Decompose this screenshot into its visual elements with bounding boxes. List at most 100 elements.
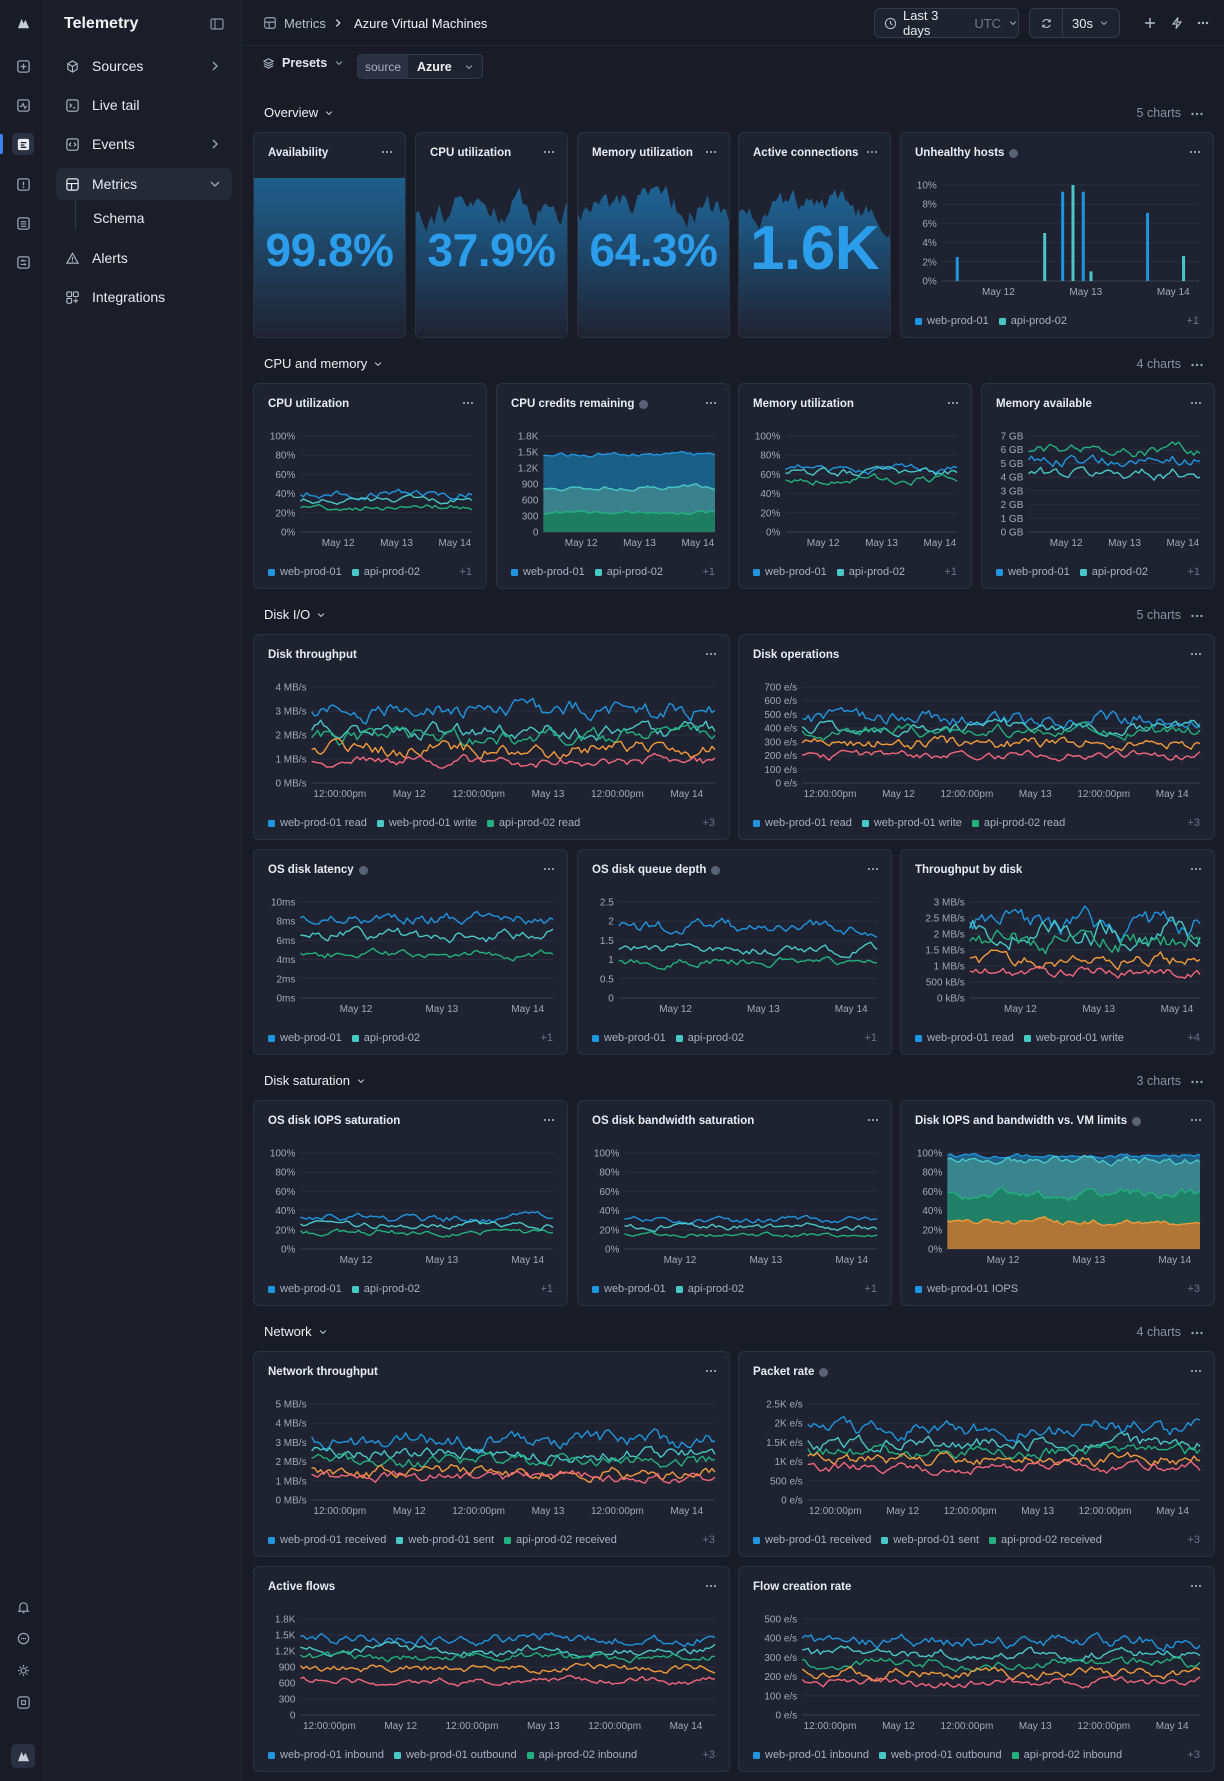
more-icon[interactable]: [1190, 867, 1202, 871]
legend-item[interactable]: web-prod-01 sent: [881, 1534, 979, 1546]
more-icon[interactable]: [1190, 362, 1204, 368]
legend-more-count[interactable]: +3: [702, 1534, 715, 1546]
legend-item[interactable]: web-prod-01 sent: [396, 1534, 494, 1546]
legend-item[interactable]: api-prod-02: [998, 315, 1067, 327]
legend-item[interactable]: web-prod-01: [592, 1283, 666, 1295]
section-header-disk-io[interactable]: Disk I/O: [264, 607, 326, 622]
legend-item[interactable]: web-prod-01: [592, 1032, 666, 1044]
sidebar-subitem-schema[interactable]: Schema: [93, 210, 145, 226]
more-icon[interactable]: [705, 652, 717, 656]
legend-more-count[interactable]: +1: [864, 1032, 877, 1044]
legend-item[interactable]: web-prod-01 IOPS: [915, 1283, 1018, 1295]
activity-icon[interactable]: [12, 94, 34, 116]
legend-item[interactable]: api-prod-02: [836, 566, 905, 578]
stat-card-availability[interactable]: Availability 99.8%: [253, 132, 406, 338]
logo-icon[interactable]: [12, 12, 34, 34]
more-icon[interactable]: [1189, 150, 1201, 154]
more-icon[interactable]: [543, 867, 555, 871]
legend-item[interactable]: api-prod-02: [351, 1283, 420, 1295]
settings-box-icon[interactable]: [12, 251, 34, 273]
legend-more-count[interactable]: +3: [1187, 1534, 1200, 1546]
info-icon[interactable]: [639, 399, 649, 409]
more-icon[interactable]: [947, 401, 959, 405]
legend-item[interactable]: web-prod-01: [268, 1032, 342, 1044]
more-icon[interactable]: [1190, 1584, 1202, 1588]
legend-item[interactable]: web-prod-01: [268, 1283, 342, 1295]
more-icon[interactable]: [1190, 111, 1204, 117]
lightning-icon[interactable]: [1170, 16, 1184, 30]
sidebar-item-integrations[interactable]: Integrations: [56, 281, 232, 313]
more-icon[interactable]: [1197, 21, 1209, 25]
legend-item[interactable]: web-prod-01 read: [753, 817, 852, 829]
legend-more-count[interactable]: +1: [702, 566, 715, 578]
sidebar-item-sources[interactable]: Sources: [56, 50, 232, 82]
more-icon[interactable]: [1190, 1118, 1202, 1122]
stat-card-connections[interactable]: Active connections 1.6K: [738, 132, 891, 338]
more-icon[interactable]: [705, 401, 717, 405]
legend-item[interactable]: web-prod-01: [268, 566, 342, 578]
info-icon[interactable]: [1132, 1116, 1142, 1126]
legend-more-count[interactable]: +1: [540, 1032, 553, 1044]
legend-item[interactable]: api-prod-02: [594, 566, 663, 578]
legend-more-count[interactable]: +1: [540, 1283, 553, 1295]
more-icon[interactable]: [1190, 613, 1204, 619]
chart-card-iops-saturation[interactable]: 100% 80% 60% 40% 20% 0% May 12 May 13 May 14 OS d…: [253, 1100, 568, 1306]
chart-card-disk-throughput[interactable]: 4 MB/s 3 MB/s 2 MB/s 1 MB/s 0 MB/s 12:00:00pm…: [253, 634, 730, 840]
more-icon[interactable]: [867, 1118, 879, 1122]
legend-item[interactable]: api-prod-02: [675, 1283, 744, 1295]
chart-card-unhealthy-hosts[interactable]: 10% 8% 6% 4% 2% 0% May 12 May 13 May 14 Unhealthy…: [900, 132, 1214, 338]
more-icon[interactable]: [705, 1369, 717, 1373]
legend-item[interactable]: web-prod-01 outbound: [393, 1749, 517, 1761]
section-header-disk-saturation[interactable]: Disk saturation: [264, 1073, 366, 1088]
legend-item[interactable]: api-prod-02 received: [504, 1534, 617, 1546]
telemetry-icon[interactable]: [12, 133, 34, 155]
stat-card-memory[interactable]: Memory utilization 64.3%: [577, 132, 730, 338]
chart-card-bandwidth-saturation[interactable]: 100% 80% 60% 40% 20% 0% May 12 May 13 May 14 OS d…: [577, 1100, 892, 1306]
more-icon[interactable]: [866, 150, 878, 154]
legend-more-count[interactable]: +3: [1187, 1283, 1200, 1295]
legend-item[interactable]: web-prod-01 read: [268, 817, 367, 829]
bell-icon[interactable]: [12, 1596, 34, 1618]
chart-card-cpu-utilization[interactable]: 100% 80% 60% 40% 20% 0% May 12 May 13 May 14 CPU …: [253, 383, 487, 589]
legend-item[interactable]: web-prod-01 inbound: [268, 1749, 384, 1761]
more-icon[interactable]: [381, 150, 393, 154]
sidebar-item-metrics[interactable]: Metrics: [56, 168, 232, 200]
chart-card-memory-available[interactable]: 7 GB 6 GB 5 GB 4 GB 3 GB 2 GB 1 GB 0 GB May 12 Ma…: [981, 383, 1215, 589]
chart-card-packet-rate[interactable]: 2.5K e/s 2K e/s 1.5K e/s 1K e/s 500 e/s 0 e/s…: [738, 1351, 1215, 1557]
legend-more-count[interactable]: +1: [459, 566, 472, 578]
legend-more-count[interactable]: +1: [1186, 315, 1199, 327]
workspace-avatar[interactable]: [11, 1744, 35, 1768]
legend-more-count[interactable]: +3: [702, 1749, 715, 1761]
chart-card-disk-operations[interactable]: 700 e/s 600 e/s 500 e/s 400 e/s 300 e/s 200 e…: [738, 634, 1215, 840]
legend-more-count[interactable]: +1: [864, 1283, 877, 1295]
legend-more-count[interactable]: +3: [1187, 1749, 1200, 1761]
chart-card-throughput-by-disk[interactable]: 3 MB/s 2.5 MB/s 2 MB/s 1.5 MB/s 1 MB/s 500 kB…: [900, 849, 1215, 1055]
alert-box-icon[interactable]: [12, 173, 34, 195]
more-icon[interactable]: [543, 1118, 555, 1122]
more-icon[interactable]: [1190, 401, 1202, 405]
more-icon[interactable]: [1190, 1079, 1204, 1085]
more-icon[interactable]: [543, 150, 555, 154]
legend-item[interactable]: api-prod-02 read: [971, 817, 1065, 829]
stat-card-cpu[interactable]: CPU utilization 37.9%: [415, 132, 568, 338]
more-icon[interactable]: [1190, 1369, 1202, 1373]
legend-item[interactable]: web-prod-01: [996, 566, 1070, 578]
chart-card-flow-creation-rate[interactable]: 500 e/s 400 e/s 300 e/s 200 e/s 100 e/s 0 e/s…: [738, 1566, 1215, 1772]
legend-item[interactable]: api-prod-02: [351, 566, 420, 578]
legend-more-count[interactable]: +1: [944, 566, 957, 578]
legend-item[interactable]: web-prod-01: [753, 566, 827, 578]
chart-card-os-disk-queue-depth[interactable]: 2.5 2 1.5 1 0.5 0 May 12 May 13 May 14 OS disk qu…: [577, 849, 892, 1055]
more-icon[interactable]: [705, 150, 717, 154]
info-icon[interactable]: [358, 865, 368, 875]
command-icon[interactable]: [12, 1691, 34, 1713]
legend-item[interactable]: web-prod-01 inbound: [753, 1749, 869, 1761]
info-icon[interactable]: [819, 1367, 829, 1377]
info-icon[interactable]: [1009, 148, 1019, 158]
legend-item[interactable]: web-prod-01 received: [753, 1534, 871, 1546]
legend-item[interactable]: web-prod-01 write: [861, 817, 962, 829]
more-icon[interactable]: [867, 867, 879, 871]
chart-card-os-disk-latency[interactable]: 10ms 8ms 6ms 4ms 2ms 0ms May 12 May 13 May 14 OS …: [253, 849, 568, 1055]
legend-item[interactable]: api-prod-02: [351, 1032, 420, 1044]
sun-icon[interactable]: [12, 1659, 34, 1681]
legend-item[interactable]: web-prod-01 write: [1023, 1032, 1124, 1044]
